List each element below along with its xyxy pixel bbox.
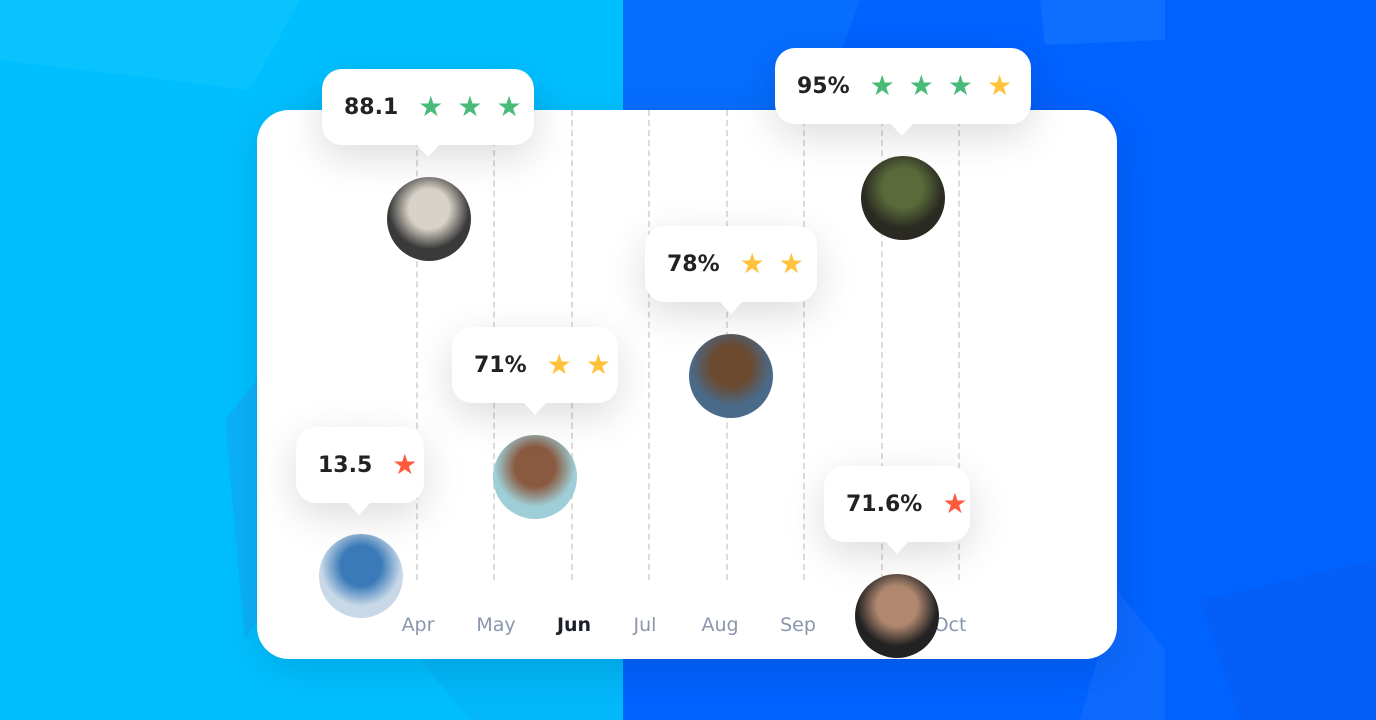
star-icon: ★ [392, 448, 418, 481]
avatar-man-in-keffiyeh[interactable] [387, 177, 471, 261]
month-label[interactable]: Jul [633, 614, 657, 636]
star-icon: ★ [778, 247, 804, 280]
rating-bubble: 88.1 ★ ★ ★ [322, 69, 534, 157]
star-icon: ★ [947, 69, 973, 102]
avatar-bearded-man[interactable] [319, 534, 403, 618]
rating-bubble: 13.5 ★ [296, 427, 424, 515]
star-icon: ★ [457, 90, 483, 123]
month-label[interactable]: May [476, 614, 516, 636]
avatar-man-with-glasses[interactable] [689, 334, 773, 418]
rating-bubble: 95% ★ ★ ★ ★ [775, 48, 1031, 136]
star-icon: ★ [942, 487, 968, 520]
rating-value: 88.1 [344, 94, 399, 120]
rating-bubble: 78% ★ ★ [645, 226, 817, 314]
avatar-older-man[interactable] [855, 574, 939, 658]
star-icon: ★ [418, 90, 444, 123]
star-icon: ★ [546, 348, 572, 381]
avatar-woman-with-glasses[interactable] [493, 435, 577, 519]
star-icon: ★ [869, 69, 895, 102]
rating-bubble: 71% ★ ★ [452, 327, 618, 415]
star-icon: ★ [908, 69, 934, 102]
grid-line [648, 110, 650, 580]
month-label[interactable]: Jun [556, 614, 592, 636]
month-label[interactable]: Oct [933, 614, 967, 636]
month-label[interactable]: Aug [701, 614, 739, 636]
grid-line [416, 110, 418, 580]
grid-line [881, 110, 883, 580]
rating-value: 95% [797, 73, 850, 99]
grid-line [958, 110, 960, 580]
avatar-woman-in-hijab[interactable] [861, 156, 945, 240]
star-icon: ★ [585, 348, 611, 381]
rating-value: 71.6% [846, 491, 923, 517]
month-label[interactable]: Sep [780, 614, 816, 636]
rating-value: 71% [474, 352, 527, 378]
star-icon: ★ [739, 247, 765, 280]
month-label[interactable]: Apr [401, 614, 435, 636]
rating-value: 78% [667, 251, 720, 277]
grid-line [803, 110, 805, 580]
star-icon: ★ [987, 69, 1013, 102]
rating-value: 13.5 [318, 452, 373, 478]
star-icon: ★ [496, 90, 522, 123]
rating-bubble: 71.6% ★ [824, 466, 970, 554]
